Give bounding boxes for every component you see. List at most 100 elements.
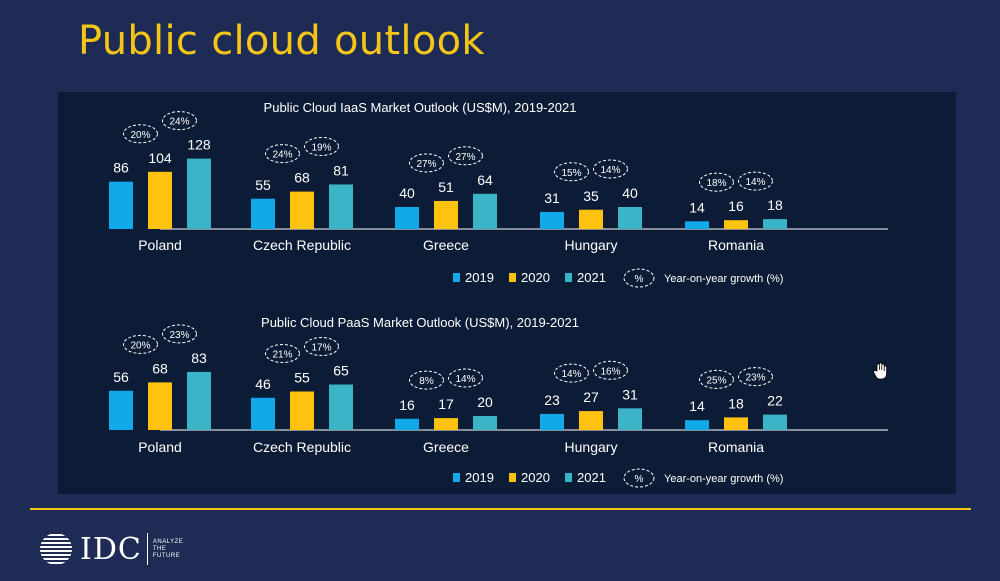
data-label: 16 [728, 198, 744, 214]
growth-bubble [448, 146, 483, 166]
legend-label: 2021 [577, 270, 606, 285]
growth-label: 24% [272, 150, 292, 161]
legend-growth-note: Year-on-year growth (%) [664, 273, 783, 285]
data-label: 14 [689, 398, 705, 414]
logo-tagline-line: THE [152, 545, 167, 552]
data-label: 46 [255, 376, 271, 392]
legend-growth-symbol: % [635, 274, 644, 285]
legend-swatch [453, 273, 460, 282]
growth-label: 23% [169, 330, 189, 341]
legend-swatch [509, 273, 516, 282]
data-label: 23 [544, 392, 560, 408]
bar [109, 181, 133, 229]
data-label: 104 [148, 150, 172, 166]
data-label: 31 [622, 386, 638, 402]
bar [395, 207, 419, 229]
bar [434, 200, 458, 229]
chart-title: Public Cloud PaaS Market Outlook (US$M),… [261, 315, 579, 330]
legend-swatch [565, 473, 572, 482]
footer-divider [30, 508, 971, 510]
idc-logo: IDC ANALYZE THE FUTURE [38, 529, 183, 569]
slide-title: Public cloud outlook [78, 18, 485, 64]
growth-bubble [123, 334, 158, 354]
category-label: Romania [708, 237, 764, 253]
growth-bubble [162, 111, 197, 131]
data-label: 16 [399, 397, 415, 413]
bar [187, 158, 211, 229]
growth-bubble [593, 360, 628, 380]
growth-bubble [699, 172, 734, 192]
growth-bubble [593, 159, 628, 179]
data-label: 40 [622, 185, 638, 201]
bar [148, 171, 172, 229]
growth-bubble [123, 124, 158, 144]
growth-label: 20% [130, 340, 150, 351]
category-label: Poland [138, 237, 182, 253]
growth-bubble [738, 367, 773, 387]
bar [540, 413, 564, 430]
bar [473, 416, 497, 430]
growth-label: 14% [455, 374, 475, 385]
category-label: Hungary [565, 237, 618, 253]
bar [290, 391, 314, 430]
growth-label: 27% [416, 159, 436, 170]
legend-swatch [565, 273, 572, 282]
data-label: 51 [438, 179, 454, 195]
bar [618, 408, 642, 430]
data-label: 65 [333, 363, 349, 379]
legend-label: 2019 [465, 270, 494, 285]
bar [109, 390, 133, 430]
growth-bubble [265, 144, 300, 164]
data-label: 40 [399, 185, 415, 201]
data-label: 86 [113, 160, 129, 176]
globe-logo-icon [40, 534, 72, 564]
data-label: 55 [294, 370, 310, 386]
growth-bubble [738, 171, 773, 191]
data-label: 83 [191, 350, 207, 366]
legend-label: 2020 [521, 470, 550, 485]
data-label: 35 [583, 188, 599, 204]
growth-label: 18% [706, 178, 726, 189]
bar [724, 417, 748, 430]
legend-growth-bubble [623, 468, 655, 488]
growth-label: 15% [561, 168, 581, 179]
data-label: 18 [767, 197, 783, 213]
bar [329, 184, 353, 229]
legend-swatch [453, 473, 460, 482]
bar [763, 219, 787, 229]
bar [579, 209, 603, 229]
bar [434, 418, 458, 430]
growth-bubble [409, 153, 444, 173]
bar [148, 382, 172, 430]
growth-bubble [699, 369, 734, 389]
legend-growth-note: Year-on-year growth (%) [664, 473, 783, 485]
logo-tagline-line: ANALYZE [152, 538, 184, 545]
logo-tagline-line: FUTURE [152, 552, 181, 559]
logo-tagline: ANALYZE THE FUTURE [153, 539, 183, 560]
growth-bubble [162, 324, 197, 344]
legend-label: 2020 [521, 270, 550, 285]
data-label: 14 [689, 199, 705, 215]
data-label: 55 [255, 177, 271, 193]
growth-label: 27% [455, 152, 475, 163]
growth-bubble [448, 368, 483, 388]
growth-label: 8% [419, 376, 434, 387]
data-label: 27 [583, 389, 599, 405]
chart-title: Public Cloud IaaS Market Outlook (US$M),… [264, 100, 577, 115]
growth-label: 24% [169, 117, 189, 128]
legend-label: 2019 [465, 470, 494, 485]
growth-label: 14% [745, 177, 765, 188]
legend-swatch [509, 473, 516, 482]
bar [579, 411, 603, 430]
bar [685, 221, 709, 229]
category-label: Romania [708, 439, 764, 455]
growth-label: 14% [561, 369, 581, 380]
legend-growth-bubble [623, 268, 655, 288]
legend-label: 2021 [577, 470, 606, 485]
bar [724, 220, 748, 229]
chart-panel: Public Cloud IaaS Market Outlook (US$M),… [58, 92, 956, 494]
data-label: 22 [767, 393, 783, 409]
growth-bubble [554, 363, 589, 383]
data-label: 18 [728, 395, 744, 411]
data-label: 20 [477, 394, 493, 410]
